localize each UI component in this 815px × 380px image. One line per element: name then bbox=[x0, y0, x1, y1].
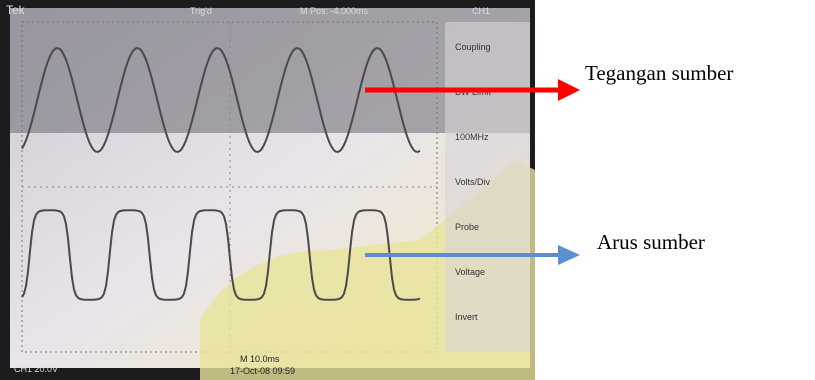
timestamp: 17-Oct-08 09:59 bbox=[230, 366, 295, 376]
side-menu bbox=[445, 22, 530, 352]
screen-shade bbox=[10, 8, 530, 133]
arrow-head bbox=[558, 79, 580, 101]
menu-item: Volts/Div bbox=[455, 177, 491, 187]
current-label: Arus sumber bbox=[597, 230, 705, 254]
menu-item: Probe bbox=[455, 222, 479, 232]
voltage-waveform bbox=[21, 47, 421, 153]
horizontal-position: M Pos: -4.000ms bbox=[300, 6, 369, 16]
voltage-label: Tegangan sumber bbox=[585, 61, 733, 85]
arrow-head bbox=[558, 245, 580, 265]
menu-item: 100MHz bbox=[455, 132, 489, 142]
vertical-scale: CH1 20.0V bbox=[14, 364, 58, 374]
menu-item: Voltage bbox=[455, 267, 485, 277]
trigger-status: Trig'd bbox=[190, 6, 212, 16]
scope-brand: Tek bbox=[6, 3, 26, 17]
menu-item: Invert bbox=[455, 312, 478, 322]
current-waveform bbox=[21, 209, 421, 301]
menu-title: CH1 bbox=[472, 6, 490, 16]
menu-item: Coupling bbox=[455, 42, 491, 52]
timebase: M 10.0ms bbox=[240, 354, 280, 364]
